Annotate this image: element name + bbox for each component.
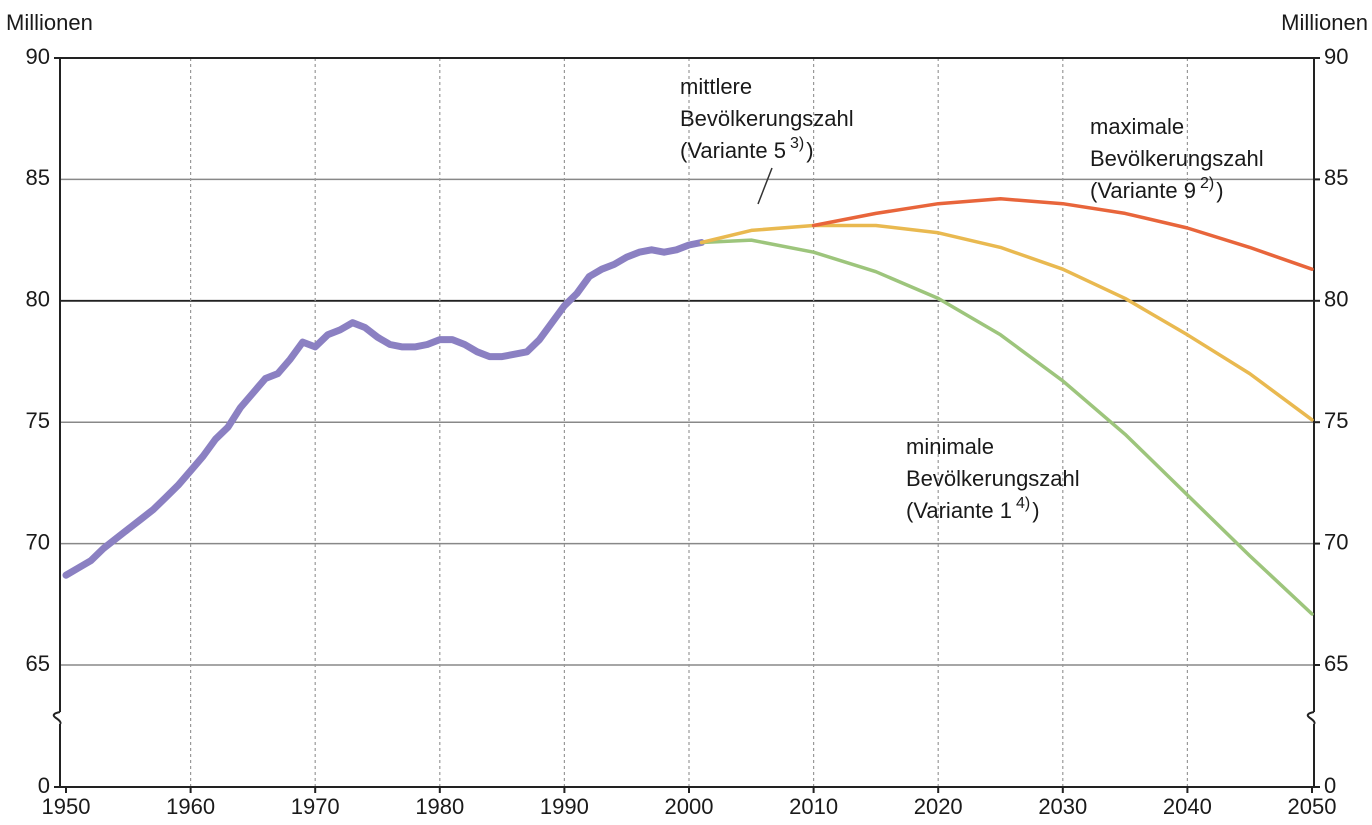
axes bbox=[52, 57, 1316, 788]
x-tick-label: 2040 bbox=[1163, 794, 1212, 819]
y2-tick-label: 65 bbox=[1324, 651, 1348, 676]
variant: (Variante 9 bbox=[1090, 178, 1196, 203]
data-line bbox=[811, 197, 1314, 271]
data-line bbox=[699, 223, 1314, 422]
x-tick-label: 1980 bbox=[415, 794, 464, 819]
y-tick-label: 70 bbox=[26, 529, 50, 554]
series-label: minimale bbox=[906, 434, 994, 459]
annotation-pointer bbox=[757, 167, 773, 205]
y2-axis-label: Millionen bbox=[1281, 10, 1368, 35]
x-tick-label: 1970 bbox=[291, 794, 340, 819]
y-tick-label: 65 bbox=[26, 651, 50, 676]
series-label: (Variante 1 4)) bbox=[906, 495, 1040, 523]
x-tick-label: 2050 bbox=[1288, 794, 1337, 819]
x-tick-label: 1960 bbox=[166, 794, 215, 819]
footnote-ref: 4) bbox=[1016, 495, 1030, 512]
axis-break bbox=[52, 711, 1316, 725]
series-label: (Variante 9 2)) bbox=[1090, 175, 1224, 203]
variant-close: ) bbox=[806, 138, 813, 163]
y2-tick-label: 0 bbox=[1324, 773, 1336, 798]
x-tick-label: 2000 bbox=[665, 794, 714, 819]
x-tick-label: 2030 bbox=[1038, 794, 1087, 819]
footnote-ref: 2) bbox=[1200, 175, 1214, 192]
series-label: maximale bbox=[1090, 114, 1184, 139]
y-tick-label: 85 bbox=[26, 165, 50, 190]
variant-close: ) bbox=[1032, 498, 1039, 523]
y-tick-label: 90 bbox=[26, 44, 50, 69]
footnote-ref: 3) bbox=[790, 135, 804, 152]
y2-tick-label: 85 bbox=[1324, 165, 1348, 190]
series-label: Bevölkerungszahl bbox=[680, 106, 854, 131]
variant: (Variante 1 bbox=[906, 498, 1012, 523]
series-label: (Variante 5 3)) bbox=[680, 135, 814, 163]
y2-tick-label: 70 bbox=[1324, 529, 1348, 554]
x-tick-label: 1990 bbox=[540, 794, 589, 819]
series-label: Bevölkerungszahl bbox=[906, 466, 1080, 491]
y-tick-label: 80 bbox=[26, 287, 50, 312]
x-tick-label: 1950 bbox=[42, 794, 91, 819]
y2-tick-label: 75 bbox=[1324, 408, 1348, 433]
variant-close: ) bbox=[1216, 178, 1223, 203]
series-label: mittlere bbox=[680, 74, 752, 99]
data-line bbox=[62, 239, 705, 579]
y2-tick-label: 80 bbox=[1324, 287, 1348, 312]
x-tick-label: 2010 bbox=[789, 794, 838, 819]
y-tick-label: 75 bbox=[26, 408, 50, 433]
y-tick-label: 0 bbox=[38, 773, 50, 798]
data-line bbox=[699, 238, 1314, 616]
series-label: Bevölkerungszahl bbox=[1090, 146, 1264, 171]
variant: (Variante 5 bbox=[680, 138, 786, 163]
x-tick-label: 2020 bbox=[914, 794, 963, 819]
y2-tick-label: 90 bbox=[1324, 44, 1348, 69]
y-axis-label: Millionen bbox=[6, 10, 93, 35]
axis-frame bbox=[59, 57, 1315, 788]
